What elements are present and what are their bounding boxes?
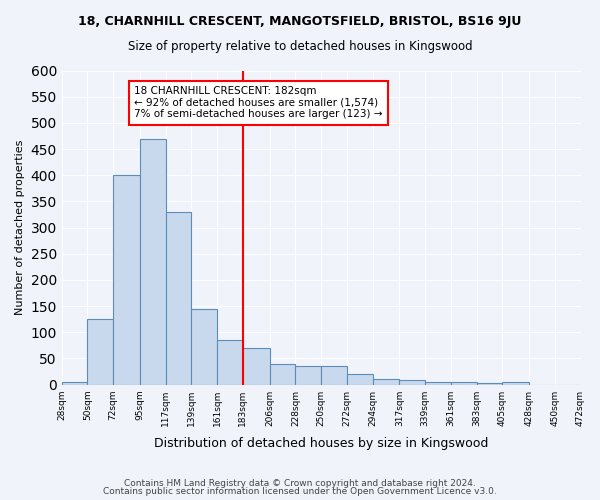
Bar [243,348,270,385]
Bar [270,364,295,384]
Bar [295,366,321,384]
Y-axis label: Number of detached properties: Number of detached properties [15,140,25,316]
Bar [400,380,425,384]
Text: 18, CHARNHILL CRESCENT, MANGOTSFIELD, BRISTOL, BS16 9JU: 18, CHARNHILL CRESCENT, MANGOTSFIELD, BR… [79,15,521,28]
X-axis label: Distribution of detached houses by size in Kingswood: Distribution of detached houses by size … [154,437,488,450]
Bar [373,380,400,384]
Bar [191,308,217,384]
Text: Contains public sector information licensed under the Open Government Licence v3: Contains public sector information licen… [103,487,497,496]
Bar [476,383,502,384]
Bar [347,374,373,384]
Text: Contains HM Land Registry data © Crown copyright and database right 2024.: Contains HM Land Registry data © Crown c… [124,478,476,488]
Text: 18 CHARNHILL CRESCENT: 182sqm
← 92% of detached houses are smaller (1,574)
7% of: 18 CHARNHILL CRESCENT: 182sqm ← 92% of d… [134,86,383,120]
Bar [140,138,166,384]
Bar [217,340,243,384]
Text: Size of property relative to detached houses in Kingswood: Size of property relative to detached ho… [128,40,472,53]
Bar [321,366,347,384]
Bar [113,175,140,384]
Bar [425,382,451,384]
Bar [62,382,88,384]
Bar [451,382,476,384]
Bar [502,382,529,384]
Bar [88,319,113,384]
Bar [166,212,191,384]
